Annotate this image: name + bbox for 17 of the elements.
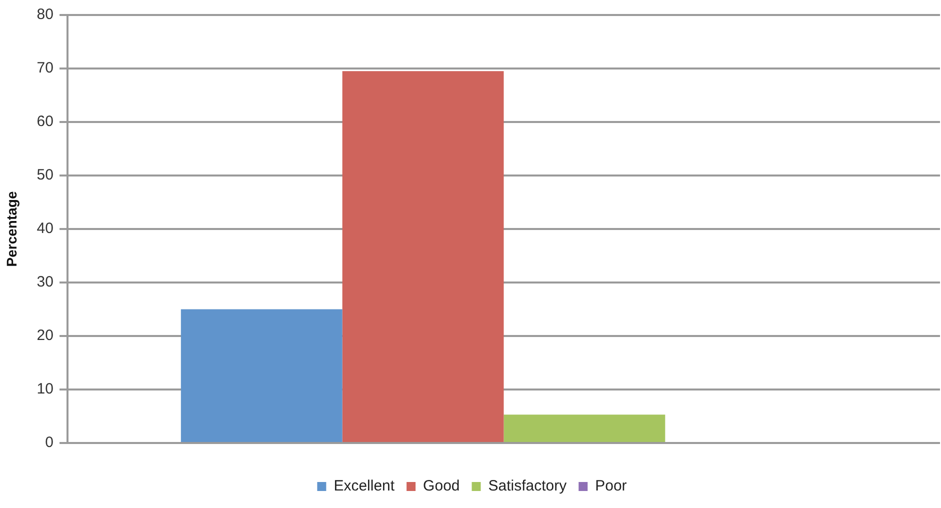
y-tick-label: 10 <box>36 380 54 398</box>
y-tick-label: 70 <box>36 60 54 77</box>
y-tick-label: 50 <box>36 166 54 184</box>
bar <box>504 414 666 442</box>
y-tick-label: 30 <box>36 274 54 291</box>
y-tick-label: 0 <box>45 434 54 452</box>
legend-label: Good <box>423 478 460 495</box>
bar <box>180 309 342 442</box>
y-tick-label: 80 <box>36 6 54 24</box>
y-tick-label: 40 <box>36 220 54 238</box>
legend-label: Satisfactory <box>488 478 568 495</box>
legend-label: Excellent <box>334 478 396 495</box>
bar <box>342 71 504 442</box>
y-tick-label: 60 <box>36 113 54 130</box>
y-axis-title: Percentage <box>3 191 20 267</box>
y-tick-label: 20 <box>36 327 54 344</box>
legend-label: Poor <box>595 478 627 495</box>
